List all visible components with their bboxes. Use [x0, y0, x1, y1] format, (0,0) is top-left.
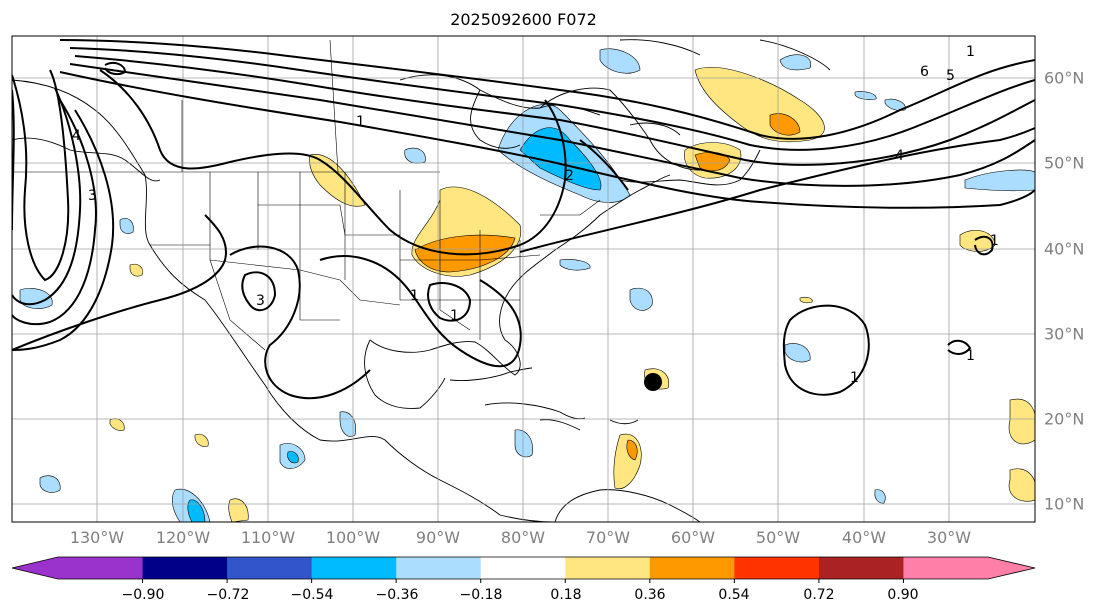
- colorbar-tick-label: 0.36: [634, 587, 666, 603]
- map-title: 2025092600 F072: [450, 10, 597, 29]
- gridlines: [12, 36, 1035, 522]
- colorbar-swatch: [903, 557, 989, 579]
- colorbar-swatch: [480, 557, 566, 579]
- lat-label: 30°N: [1044, 324, 1085, 344]
- contour-label: 3: [88, 188, 97, 204]
- contour-label-group: 1 3 4 6 5 1 1 1 1 1 3 1 4 2: [72, 44, 999, 386]
- colorbar-tick-label: −0.18: [459, 587, 503, 603]
- colorbar-swatch: [311, 557, 397, 579]
- contour-label: 2: [565, 168, 574, 184]
- contour-label: 1: [850, 370, 859, 386]
- colorbar-swatch: [565, 557, 651, 579]
- lon-label: 70°W: [585, 528, 631, 547]
- contour-label: 1: [356, 114, 365, 130]
- colorbar-tick-label: −0.72: [206, 587, 250, 603]
- contour-label: 1: [410, 288, 419, 304]
- lat-label: 60°N: [1044, 68, 1085, 88]
- colorbar-swatch: [818, 557, 904, 579]
- colorbar-swatch: [649, 557, 735, 579]
- lat-label: 40°N: [1044, 239, 1085, 259]
- colorbar-extend-min: [12, 557, 58, 579]
- lon-label: 60°W: [670, 528, 716, 547]
- lon-label: 100°W: [325, 528, 381, 547]
- colorbar-swatch: [142, 557, 228, 579]
- colorbar-tick-label: −0.54: [290, 587, 334, 603]
- lon-label: 110°W: [240, 528, 296, 547]
- contour-label: 1: [966, 348, 975, 364]
- contour-label: 4: [895, 148, 904, 164]
- contour-label: 1: [450, 308, 459, 324]
- colorbar-tick-label: 0.90: [887, 587, 919, 603]
- lat-label: 50°N: [1044, 153, 1085, 173]
- contour-label: 4: [72, 128, 81, 144]
- lon-label: 50°W: [755, 528, 801, 547]
- contour-label: 6: [920, 64, 929, 80]
- colorbar-tick-label: 0.72: [803, 587, 835, 603]
- colorbar-swatch: [734, 557, 820, 579]
- lat-label: 10°N: [1044, 494, 1085, 514]
- lon-label: 80°W: [500, 528, 546, 547]
- lon-label: 130°W: [69, 528, 125, 547]
- contour-label: 1: [990, 233, 999, 249]
- colorbar-tick-label: −0.36: [375, 587, 419, 603]
- colorbar-extend-max: [988, 557, 1035, 579]
- contour-label: 5: [946, 68, 955, 84]
- lon-label: 120°W: [155, 528, 211, 547]
- colorbar-tick-label: −0.90: [121, 587, 165, 603]
- storm-center-marker: [644, 373, 662, 391]
- colorbar-swatch: [58, 557, 144, 579]
- state-borders: [12, 39, 601, 351]
- colorbar-outline: [11, 556, 1036, 580]
- lon-label: 40°W: [841, 528, 887, 547]
- contour-label: 1: [966, 44, 975, 60]
- colorbar-tick-label: 0.54: [718, 587, 750, 603]
- contour-label: 3: [256, 293, 265, 309]
- lat-label: 20°N: [1044, 409, 1085, 429]
- lon-label: 30°W: [926, 528, 972, 547]
- colorbar-tick-label: 0.18: [550, 587, 582, 603]
- lon-label: 90°W: [415, 528, 461, 547]
- colorbar-swatch: [396, 557, 482, 579]
- colorbar-swatch: [227, 557, 313, 579]
- colorbar: [11, 556, 1036, 583]
- map-frame: [11, 35, 1036, 523]
